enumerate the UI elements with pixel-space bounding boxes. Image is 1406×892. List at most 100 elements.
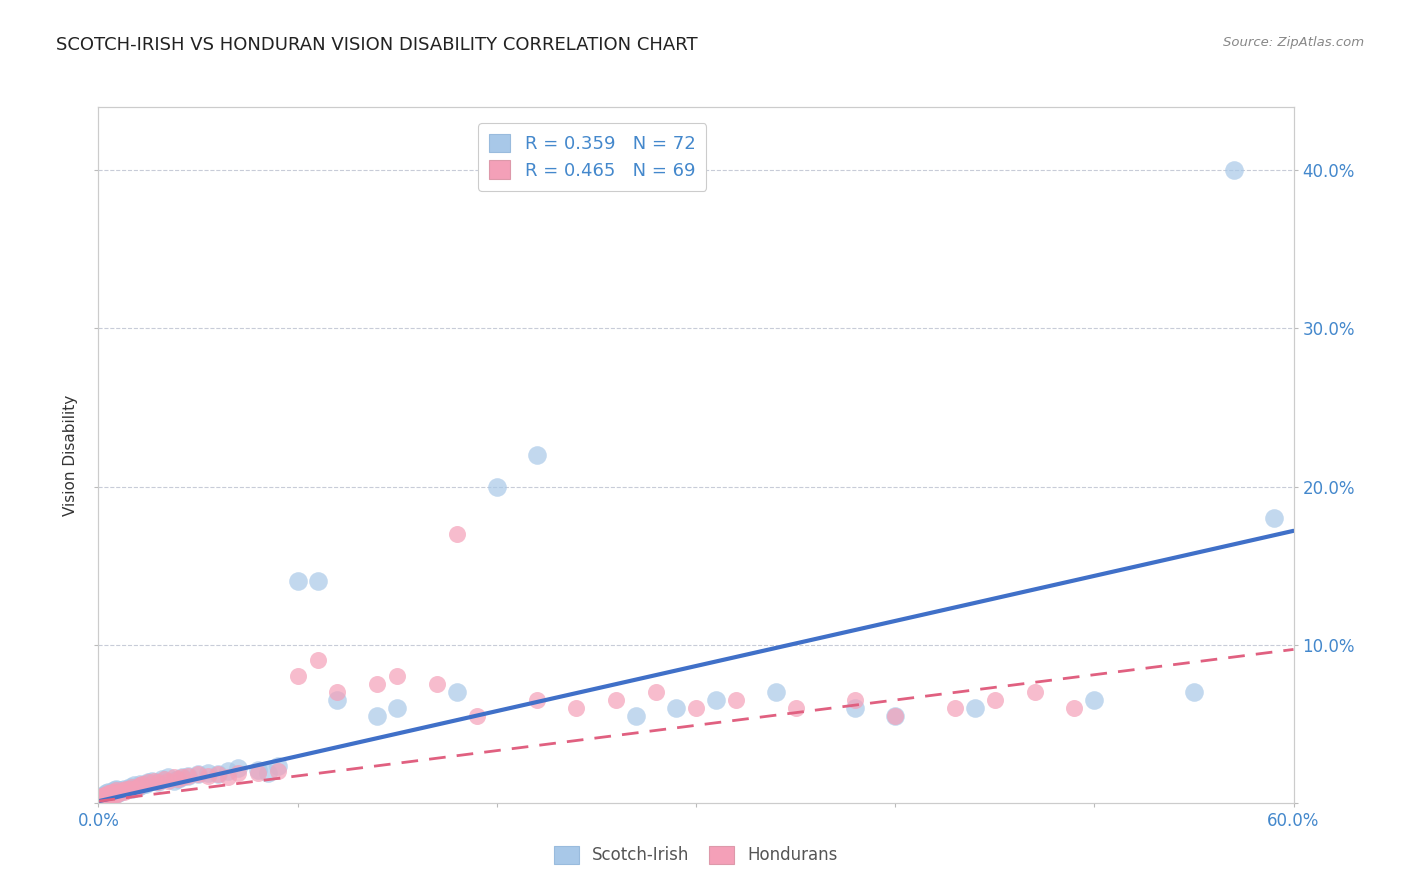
Point — [117, 783, 139, 797]
Point — [385, 701, 409, 715]
Point — [148, 775, 170, 789]
Point — [226, 761, 249, 775]
Point — [307, 574, 329, 589]
Point — [89, 792, 111, 806]
Point — [526, 448, 548, 462]
Point — [107, 783, 129, 797]
Point — [127, 780, 149, 794]
Point — [163, 773, 186, 788]
Point — [91, 789, 114, 804]
Point — [157, 771, 180, 785]
Point — [93, 791, 115, 805]
Point — [110, 785, 132, 799]
Point — [246, 765, 269, 780]
Point — [136, 775, 159, 789]
Point — [207, 767, 229, 781]
Point — [131, 778, 153, 792]
Point — [217, 764, 239, 779]
Point — [287, 574, 309, 589]
Point — [96, 786, 118, 800]
Point — [685, 701, 707, 715]
Point — [426, 677, 449, 691]
Point — [101, 789, 124, 804]
Point — [765, 685, 787, 699]
Point — [446, 527, 468, 541]
Point — [163, 771, 186, 785]
Point — [724, 693, 747, 707]
Point — [984, 693, 1007, 707]
Point — [1063, 701, 1085, 715]
Point — [89, 791, 111, 805]
Point — [626, 708, 648, 723]
Point — [103, 788, 125, 802]
Point — [100, 786, 122, 800]
Point — [115, 781, 138, 796]
Point — [665, 701, 688, 715]
Point — [97, 789, 120, 804]
Point — [93, 788, 115, 802]
Point — [96, 788, 118, 802]
Point — [267, 759, 290, 773]
Point — [287, 669, 309, 683]
Point — [645, 685, 668, 699]
Point — [187, 767, 209, 781]
Point — [141, 773, 163, 788]
Point — [107, 786, 129, 800]
Text: SCOTCH-IRISH VS HONDURAN VISION DISABILITY CORRELATION CHART: SCOTCH-IRISH VS HONDURAN VISION DISABILI… — [56, 36, 697, 54]
Point — [97, 791, 120, 805]
Point — [91, 791, 114, 805]
Point — [153, 772, 176, 786]
Point — [446, 685, 468, 699]
Point — [785, 701, 807, 715]
Point — [97, 788, 120, 802]
Point — [1222, 163, 1246, 178]
Point — [844, 693, 866, 707]
Point — [103, 788, 125, 802]
Point — [96, 789, 118, 804]
Point — [101, 788, 124, 802]
Point — [115, 783, 138, 797]
Point — [217, 771, 239, 785]
Point — [246, 763, 269, 777]
Point — [207, 767, 229, 781]
Point — [97, 786, 120, 800]
Point — [100, 789, 122, 804]
Point — [267, 764, 290, 779]
Legend: Scotch-Irish, Hondurans: Scotch-Irish, Hondurans — [547, 839, 845, 871]
Point — [101, 785, 124, 799]
Point — [101, 785, 124, 799]
Point — [565, 701, 588, 715]
Point — [93, 789, 115, 804]
Point — [96, 791, 118, 805]
Point — [704, 693, 727, 707]
Point — [121, 780, 143, 794]
Point — [105, 783, 128, 797]
Point — [485, 479, 508, 493]
Point — [172, 771, 194, 785]
Point — [121, 781, 143, 796]
Text: Source: ZipAtlas.com: Source: ZipAtlas.com — [1223, 36, 1364, 49]
Point — [963, 701, 986, 715]
Point — [148, 775, 170, 789]
Point — [91, 789, 114, 804]
Point — [605, 693, 627, 707]
Point — [326, 685, 349, 699]
Point — [1182, 685, 1205, 699]
Point — [124, 781, 146, 796]
Point — [526, 693, 548, 707]
Point — [187, 767, 209, 781]
Point — [307, 653, 329, 667]
Point — [150, 772, 173, 786]
Point — [107, 786, 129, 800]
Point — [177, 769, 200, 783]
Point — [129, 778, 152, 792]
Point — [366, 677, 388, 691]
Point — [91, 792, 114, 806]
Point — [111, 783, 134, 797]
Point — [127, 780, 149, 794]
Point — [105, 788, 128, 802]
Point — [93, 791, 115, 805]
Point — [131, 777, 153, 791]
Point — [326, 693, 349, 707]
Point — [177, 769, 200, 783]
